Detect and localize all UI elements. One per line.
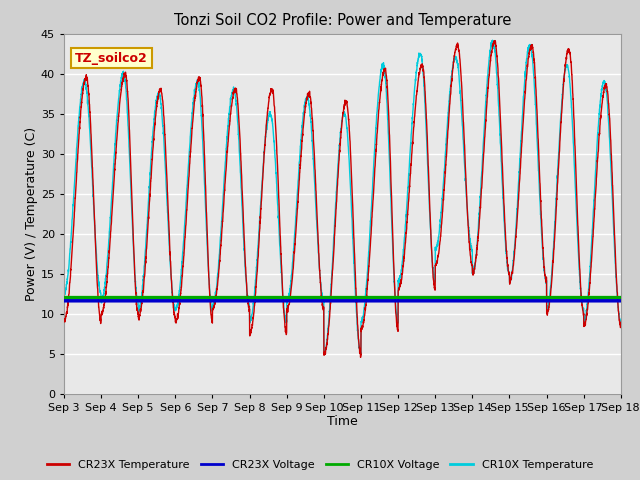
Legend: CR23X Temperature, CR23X Voltage, CR10X Voltage, CR10X Temperature: CR23X Temperature, CR23X Voltage, CR10X … — [43, 456, 597, 474]
Y-axis label: Power (V) / Temperature (C): Power (V) / Temperature (C) — [25, 127, 38, 300]
Text: TZ_soilco2: TZ_soilco2 — [75, 51, 148, 65]
Title: Tonzi Soil CO2 Profile: Power and Temperature: Tonzi Soil CO2 Profile: Power and Temper… — [173, 13, 511, 28]
X-axis label: Time: Time — [327, 415, 358, 429]
